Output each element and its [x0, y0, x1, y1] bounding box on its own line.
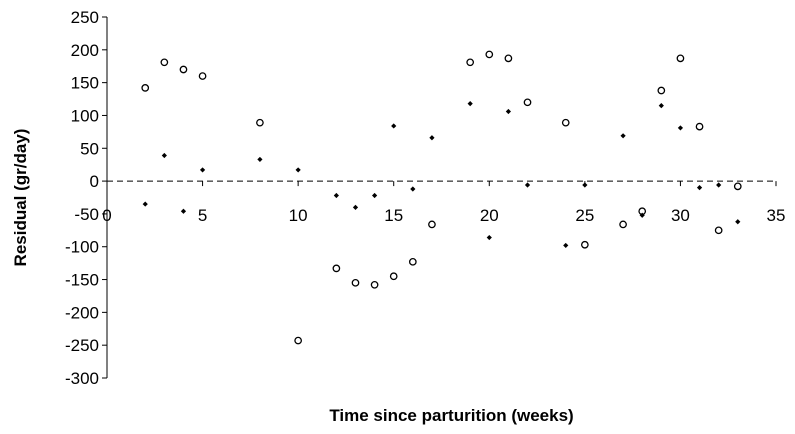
- x-tick-label: 25: [575, 206, 594, 225]
- data-point-diamond: [199, 167, 206, 173]
- data-point-diamond: [563, 242, 569, 249]
- data-point-diamond: [639, 212, 645, 218]
- y-tick-label: -150: [65, 271, 99, 290]
- data-point-diamond: [677, 125, 684, 131]
- y-tick-label: 150: [71, 74, 99, 93]
- data-point-diamond: [467, 101, 473, 107]
- y-tick-label: 50: [80, 139, 99, 158]
- data-point-diamond: [505, 108, 511, 115]
- data-point-circle: [466, 58, 475, 67]
- data-point-circle: [160, 58, 169, 67]
- x-tick-label: 10: [289, 206, 308, 225]
- data-point-circle: [389, 272, 398, 281]
- data-point-diamond: [391, 123, 397, 129]
- data-point-circle: [408, 257, 417, 266]
- data-point-circle: [428, 220, 436, 229]
- data-point-circle: [256, 118, 264, 127]
- data-point-circle: [141, 84, 150, 92]
- data-point-circle: [179, 65, 188, 74]
- data-point-diamond: [696, 185, 703, 191]
- data-point-diamond: [716, 182, 722, 188]
- x-axis-title: Time since parturition (weeks): [329, 406, 573, 425]
- data-point-circle: [619, 220, 627, 229]
- x-tick-label: 35: [767, 206, 786, 225]
- x-tick-label: 0: [102, 206, 111, 225]
- data-point-diamond: [735, 219, 741, 225]
- data-point-diamond: [410, 186, 416, 192]
- data-point-circle: [370, 280, 379, 289]
- y-tick-label: -300: [65, 369, 99, 388]
- data-point-circle: [581, 240, 589, 249]
- data-point-diamond: [372, 192, 378, 199]
- data-point-diamond: [658, 103, 664, 109]
- data-point-circle: [695, 122, 704, 131]
- data-point-diamond: [429, 135, 435, 141]
- data-point-circle: [198, 72, 207, 80]
- data-point-diamond: [333, 192, 339, 199]
- x-tick-label: 15: [384, 206, 403, 225]
- data-point-diamond: [142, 201, 148, 207]
- data-point-diamond: [257, 156, 263, 163]
- data-point-diamond: [295, 167, 301, 173]
- data-point-diamond: [180, 208, 187, 214]
- data-point-diamond: [352, 204, 359, 210]
- x-tick-label: 30: [671, 206, 690, 225]
- data-point-circle: [504, 54, 513, 63]
- y-tick-label: 250: [71, 8, 99, 27]
- data-point-circle: [561, 118, 570, 127]
- y-axis-title: Residual (gr/day): [11, 129, 30, 267]
- data-point-circle: [733, 182, 742, 191]
- data-point-circle: [657, 86, 666, 95]
- x-tick-label: 20: [480, 206, 499, 225]
- data-point-circle: [351, 278, 360, 287]
- y-tick-label: -50: [74, 205, 99, 224]
- data-point-diamond: [524, 182, 531, 188]
- y-tick-label: -200: [65, 303, 99, 322]
- data-point-diamond: [161, 152, 167, 159]
- data-point-circle: [485, 50, 494, 59]
- y-tick-label: -250: [65, 336, 99, 355]
- data-point-diamond: [582, 182, 588, 188]
- y-tick-label: 0: [90, 172, 99, 191]
- data-point-circle: [332, 264, 341, 273]
- y-tick-label: 100: [71, 106, 99, 125]
- y-tick-label: 200: [71, 41, 99, 60]
- x-tick-label: 5: [198, 206, 207, 225]
- data-point-circle: [714, 226, 723, 235]
- data-point-diamond: [486, 234, 492, 241]
- data-point-circle: [523, 98, 532, 107]
- data-point-diamond: [620, 133, 626, 139]
- y-tick-label: -100: [65, 238, 99, 257]
- data-point-circle: [294, 336, 302, 345]
- data-point-circle: [676, 54, 685, 63]
